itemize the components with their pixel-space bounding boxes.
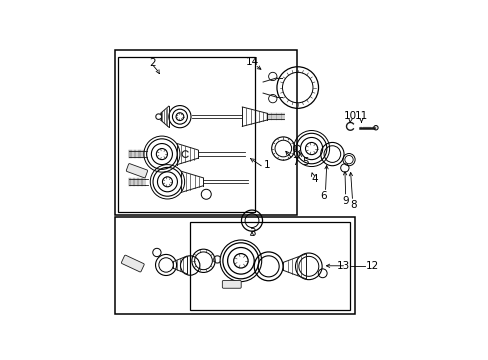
Text: 1: 1 <box>263 160 269 170</box>
FancyBboxPatch shape <box>121 255 144 272</box>
Bar <box>190 222 349 310</box>
Text: 13: 13 <box>336 261 349 271</box>
Text: 3: 3 <box>248 228 255 238</box>
Text: 7: 7 <box>291 157 298 167</box>
Text: 5: 5 <box>302 157 308 167</box>
FancyBboxPatch shape <box>126 164 147 178</box>
FancyBboxPatch shape <box>222 280 241 288</box>
Text: 6: 6 <box>319 191 326 201</box>
Text: 9: 9 <box>342 195 348 206</box>
Text: 11: 11 <box>354 111 367 121</box>
Text: 2: 2 <box>149 58 156 68</box>
Bar <box>115 50 296 215</box>
Circle shape <box>373 126 377 130</box>
Bar <box>118 57 254 212</box>
Text: 12: 12 <box>365 261 378 271</box>
Text: 14: 14 <box>245 57 259 67</box>
Bar <box>115 217 354 314</box>
Text: 8: 8 <box>350 201 356 210</box>
Text: 10: 10 <box>343 111 356 121</box>
Text: 4: 4 <box>311 174 318 184</box>
